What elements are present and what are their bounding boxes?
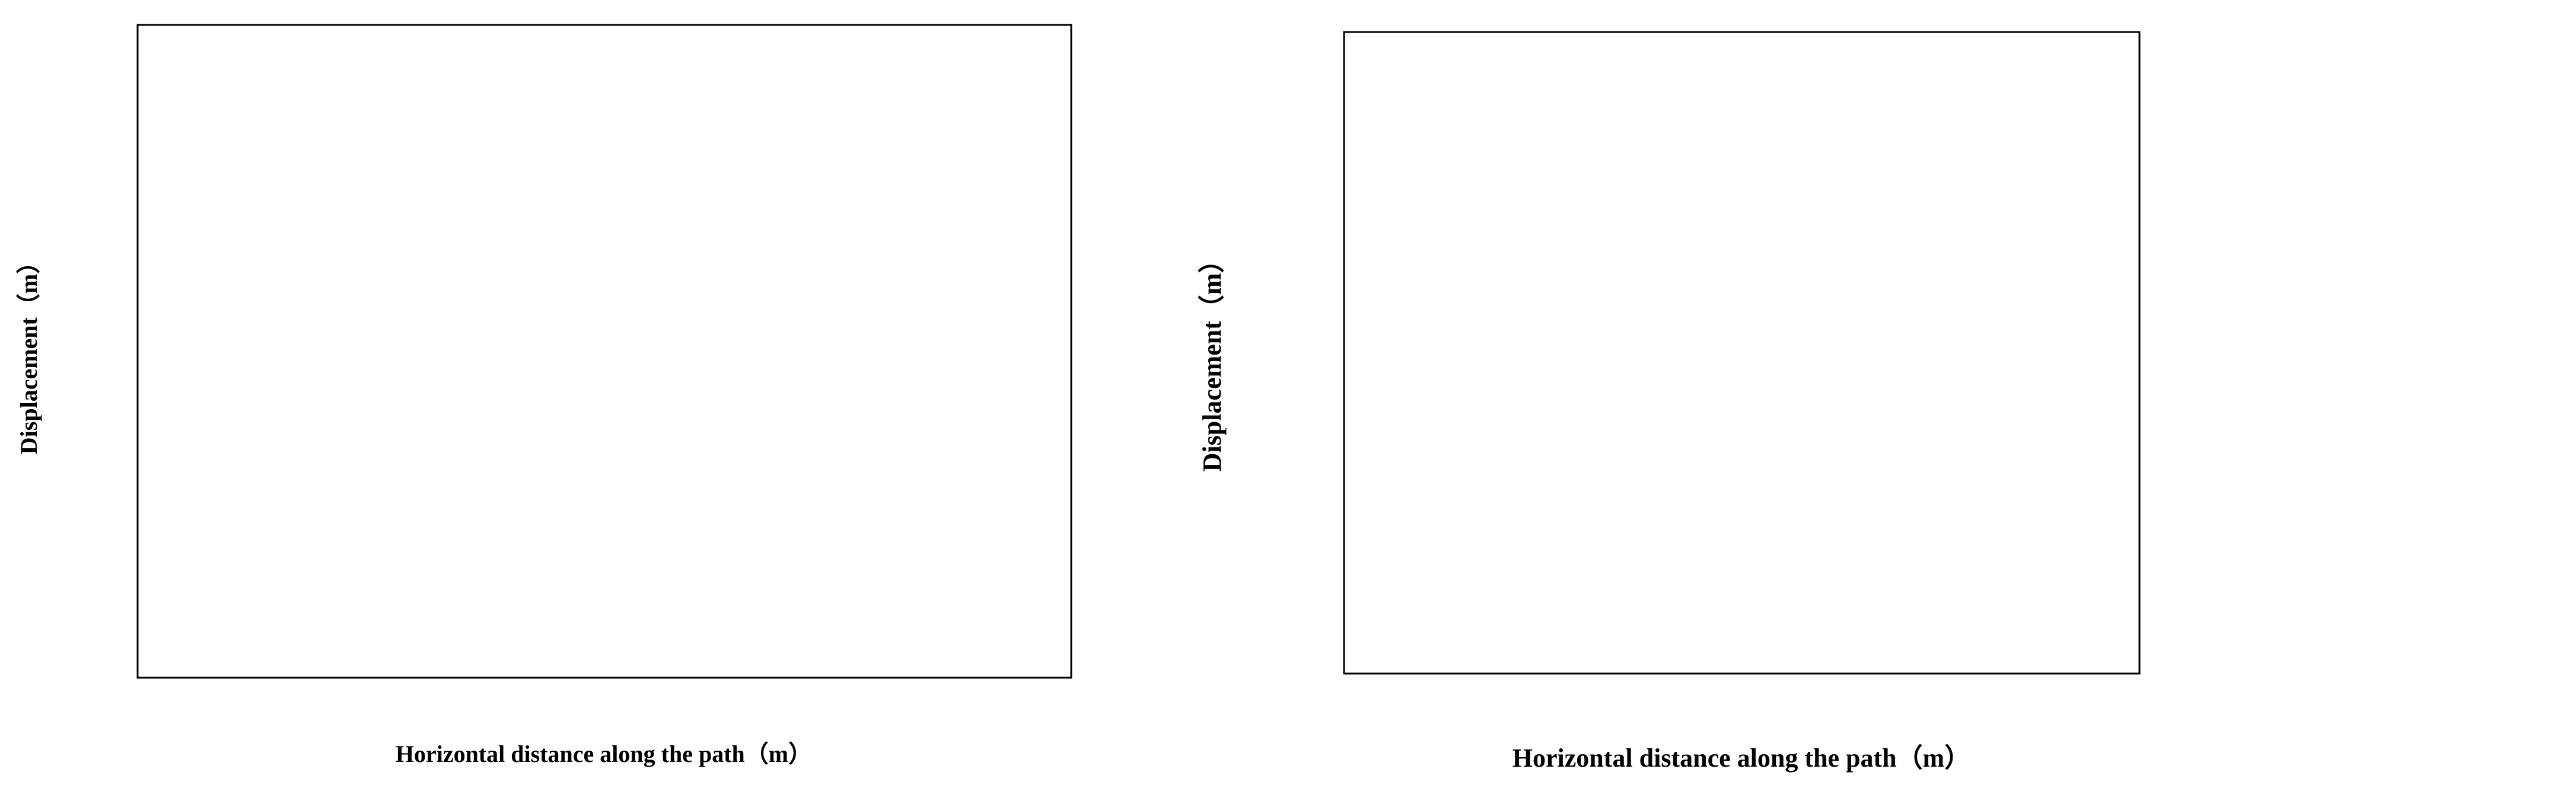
chart-left-displacement: Horizontal distance along the path（m） Di… [15, 24, 1072, 767]
chart-left-plot-area [136, 24, 1072, 679]
chart-left-y-axis-title: Displacement（m） [15, 250, 42, 454]
chart-right-plot-area [1343, 31, 2141, 675]
chart-right-x-axis-title: Horizontal distance along the path（m） [1513, 744, 1970, 773]
chart-right-y-axis-title: Displacement（m） [1198, 247, 1227, 472]
chart-right-displacement: Horizontal distance along the path（m） Di… [1198, 31, 2141, 773]
chart-left-x-axis-title: Horizontal distance along the path（m） [396, 741, 812, 767]
